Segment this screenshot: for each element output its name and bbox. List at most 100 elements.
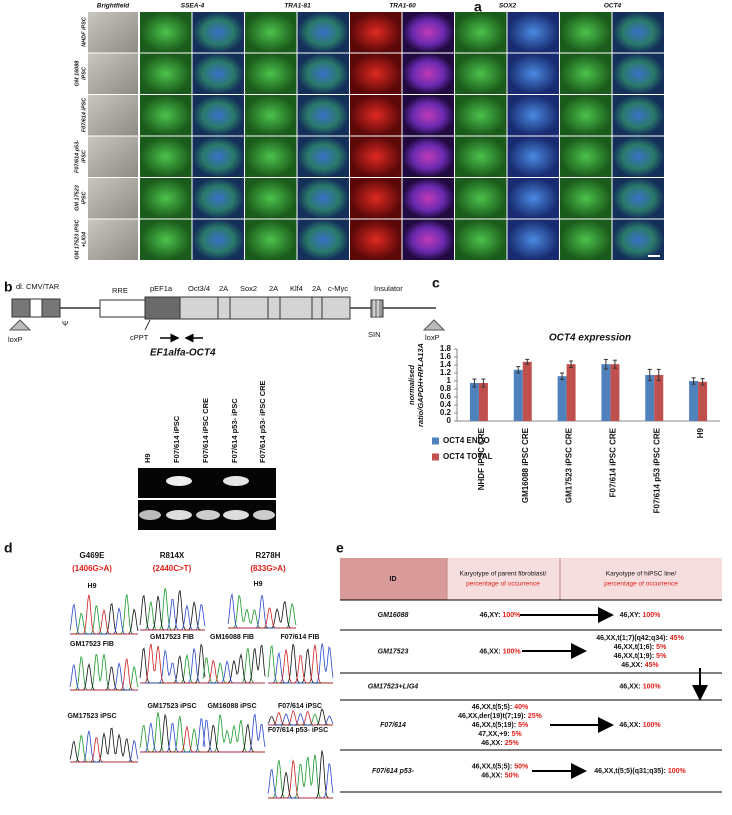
column-header: Brightfield <box>97 3 131 10</box>
y-axis-label: normalised <box>407 365 416 405</box>
error-bar <box>525 358 530 365</box>
micrograph-tile <box>192 136 244 177</box>
chromatogram-trace <box>140 599 206 631</box>
error-bar <box>472 378 477 388</box>
row-label: iPSC <box>81 66 87 80</box>
construct-label: dl. CMV/TAR <box>16 282 60 291</box>
construct-label: 2A <box>269 284 278 293</box>
table-header: Karyotype of hiPSC line/ <box>606 571 677 578</box>
column-header: TRA1-81 <box>284 3 311 10</box>
chromatogram-trace <box>140 643 205 684</box>
bar <box>654 375 664 421</box>
chromatogram-trace <box>228 600 296 629</box>
chromatogram-trace <box>139 712 205 753</box>
bar <box>610 364 620 421</box>
micrograph-tile <box>140 219 192 260</box>
micrograph-tile <box>455 136 507 177</box>
table-arrows <box>520 607 708 779</box>
trace-label: GM17523 FIB <box>150 634 194 641</box>
lane-label: F07/614 iPSC <box>172 415 181 463</box>
row-label: NHDF iPSC <box>81 16 87 47</box>
bar <box>689 381 699 421</box>
karyotype-entry: 47,XX,+9: 5% <box>478 731 522 738</box>
row-label: GM 17523 <box>74 185 80 211</box>
y-tick-label: 1 <box>447 376 452 385</box>
micrograph-tile <box>245 53 297 94</box>
table-header: ID <box>390 576 397 583</box>
x-tick-label: GM17523 iPSC CRE <box>565 427 574 503</box>
lane-label: H9 <box>143 453 152 463</box>
chromatogram-trace <box>228 594 297 629</box>
micrograph-tile <box>297 95 349 136</box>
error-bar <box>691 377 696 385</box>
error-bar <box>647 368 652 382</box>
percentage: 5% <box>518 722 529 729</box>
percentage: 5% <box>656 644 667 651</box>
trace-label: F07/614 p53- iPSC <box>268 727 328 734</box>
row-id: GM17523+LIG4 <box>368 683 418 690</box>
y-tick-label: 1.4 <box>440 360 452 369</box>
micrograph-tile <box>612 219 664 260</box>
construct-label: 2A <box>219 284 228 293</box>
construct-label: loxP <box>8 335 23 344</box>
micrograph-tile <box>192 53 244 94</box>
micrograph-tile <box>297 12 349 53</box>
micrograph-tile <box>455 95 507 136</box>
micrograph-tile <box>402 53 454 94</box>
percentage: 100% <box>642 612 661 619</box>
header-cell <box>340 558 447 600</box>
karyotype: 46,XX: <box>619 683 640 690</box>
karyotype: 46,XX,t(5;19): <box>472 722 516 729</box>
bar <box>513 369 523 421</box>
row-label: F07/614 p53- <box>74 140 80 173</box>
error-bar <box>481 378 486 388</box>
micrograph-tile <box>88 178 138 219</box>
karyotype-entry: 46,XX,t(1;6): 5% <box>614 644 667 651</box>
micrograph-tile <box>245 178 297 219</box>
percentage: 5% <box>656 653 667 660</box>
trace-label: H9 <box>88 583 97 590</box>
micrograph-tile <box>612 136 664 177</box>
chromatogram-trace <box>268 759 333 799</box>
header-cell <box>447 558 722 600</box>
panel-label: a <box>474 0 482 15</box>
chromatogram-trace <box>139 590 205 631</box>
row-label: GM 16088 <box>74 60 80 87</box>
construct-label: SIN <box>368 330 381 339</box>
karyotype-entry: 46,XX,t(5;5): 50% <box>472 763 529 770</box>
construct-label: 2A <box>312 284 321 293</box>
micrograph-tile <box>612 12 664 53</box>
micrograph-tile <box>350 178 402 219</box>
micrograph-tile <box>507 136 559 177</box>
error-bar <box>700 378 705 386</box>
micrograph-tile <box>455 53 507 94</box>
micrograph-tile <box>560 12 612 53</box>
chromatogram-trace <box>70 662 138 691</box>
row-id: GM16088 <box>378 612 409 619</box>
gel-image <box>138 468 276 530</box>
bar <box>566 364 576 421</box>
construct-label: loxP <box>425 333 440 342</box>
micrograph-tile <box>507 12 559 53</box>
micrograph-tile <box>140 136 192 177</box>
column-header: SSEA-4 <box>181 3 205 10</box>
micrograph-tile <box>455 219 507 260</box>
x-tick-label: NHDF iPSC CRE <box>477 427 486 490</box>
trace-label: GM17523 iPSC <box>67 713 116 720</box>
karyotype-entry: 46,XX: 100% <box>479 648 521 655</box>
micrograph-tile <box>88 136 138 177</box>
row-id: GM17523 <box>378 648 409 655</box>
column-header: TRA1-60 <box>389 3 416 10</box>
micrograph-tile <box>297 178 349 219</box>
micrograph-tile <box>350 12 402 53</box>
micrograph-tile <box>560 136 612 177</box>
trace-label: F07/614 FIB <box>281 634 320 641</box>
legend-label: OCT4 ENDO <box>443 436 490 445</box>
micrograph-tile <box>245 12 297 53</box>
mutation-name: G469E <box>80 551 106 560</box>
micrograph-tile <box>507 219 559 260</box>
chromatogram-trace <box>70 737 138 763</box>
panel-label: c <box>432 275 440 291</box>
karyotype: 47,XX,+9: <box>478 731 509 738</box>
